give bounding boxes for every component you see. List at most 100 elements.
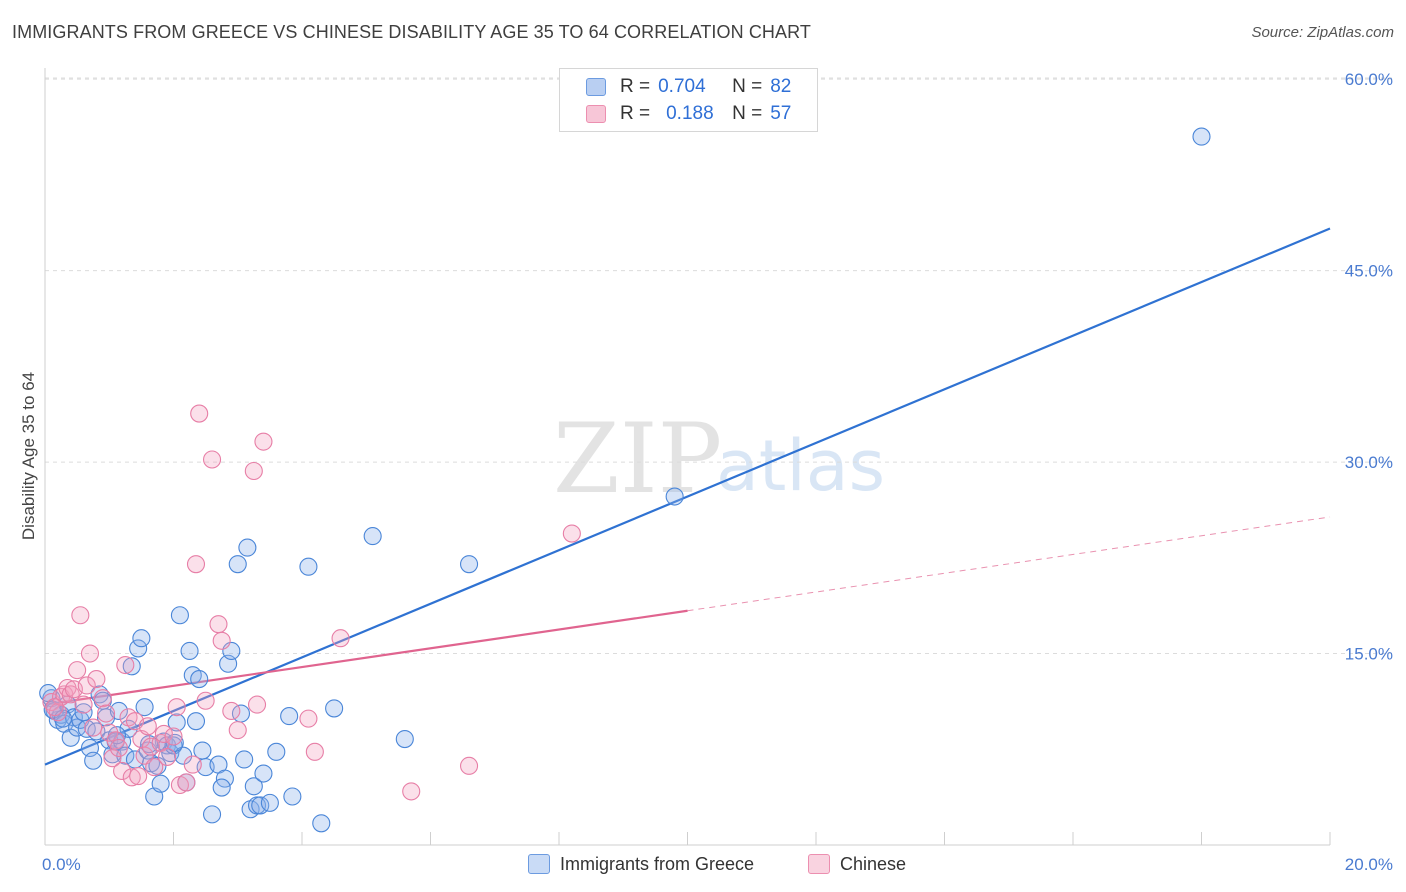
data-point: [141, 737, 161, 756]
data-point: [177, 773, 196, 792]
bottom-legend-label-chinese: Chinese: [840, 853, 907, 874]
legend-n-value: 57: [770, 103, 792, 124]
legend-n-label: N =: [732, 76, 763, 97]
data-point: [80, 644, 100, 663]
data-point: [228, 721, 247, 740]
data-point: [363, 527, 382, 546]
data-point: [299, 709, 318, 728]
legend-swatch-chinese: [586, 105, 606, 123]
data-point: [158, 747, 177, 766]
data-point: [459, 756, 479, 775]
data-point: [129, 639, 148, 658]
data-point: [212, 631, 231, 650]
correlation-legend: R = 0.704 N = 82 R = 0.188 N = 57: [559, 68, 818, 132]
data-point: [244, 777, 263, 796]
data-point: [93, 689, 112, 708]
data-point: [135, 698, 154, 717]
data-point: [170, 606, 189, 625]
data-point: [129, 767, 148, 786]
data-point: [87, 670, 106, 689]
data-point: [665, 487, 684, 506]
trend-line-chinese-extrapolated: [687, 516, 1331, 612]
tick-labels: 15.0% 30.0% 45.0% 60.0% 0.0% 20.0%: [42, 70, 1393, 874]
data-point: [247, 695, 267, 714]
data-point: [84, 718, 103, 737]
data-point: [100, 723, 119, 742]
data-point: [109, 738, 128, 758]
legend-swatch-greece: [586, 78, 606, 96]
data-point: [151, 774, 170, 793]
legend-row-chinese: R = 0.188 N = 57: [586, 101, 791, 127]
y-axis-title: Disability Age 35 to 64: [19, 372, 38, 540]
x-tick-label-min: 0.0%: [42, 855, 81, 874]
y-tick-label: 45.0%: [1345, 262, 1393, 281]
data-point: [209, 615, 228, 634]
data-point: [61, 685, 80, 704]
data-point: [312, 814, 331, 833]
data-point: [190, 670, 209, 689]
bottom-legend-swatch-greece: [528, 854, 550, 874]
data-point: [299, 557, 318, 576]
data-points: [39, 127, 1211, 833]
data-point: [74, 695, 93, 714]
data-point: [61, 728, 80, 747]
data-point: [402, 782, 421, 801]
data-point: [122, 657, 141, 676]
legend-n-label: N =: [732, 103, 763, 124]
axes: [44, 68, 1331, 846]
data-point: [235, 750, 254, 769]
gridlines: [45, 77, 1392, 655]
data-point: [267, 742, 286, 761]
watermark: ZIP atlas: [553, 403, 885, 515]
data-point: [280, 707, 299, 726]
data-point: [325, 699, 344, 718]
data-point: [254, 764, 273, 783]
series-points-chinese: [42, 404, 581, 801]
chart-title: IMMIGRANTS FROM GREECE VS CHINESE DISABI…: [12, 22, 812, 42]
trend-line-chinese: [44, 609, 688, 706]
data-point: [48, 703, 67, 722]
data-point: [167, 713, 186, 732]
data-point: [238, 538, 257, 557]
legend-row-greece: R = 0.704 N = 82: [586, 74, 791, 100]
legend-r-value: 0.188: [666, 103, 714, 124]
watermark-atlas: atlas: [716, 425, 885, 507]
data-point: [122, 768, 141, 787]
trend-lines: [44, 227, 1331, 766]
bottom-legend-label-greece: Immigrants from Greece: [560, 853, 755, 874]
data-point: [305, 742, 324, 761]
bottom-legend-chinese[interactable]: Chinese: [808, 852, 906, 876]
data-point: [186, 712, 206, 731]
trend-line-greece: [44, 227, 1331, 766]
legend-r-label: R =: [620, 103, 651, 124]
bottom-legend-swatch-chinese: [808, 854, 830, 874]
data-point: [103, 749, 122, 768]
watermark-zip: ZIP: [553, 403, 722, 515]
data-point: [331, 629, 350, 648]
data-point: [190, 404, 209, 423]
data-point: [145, 758, 164, 777]
data-point: [183, 755, 202, 774]
data-point: [395, 730, 414, 749]
data-point: [212, 778, 231, 797]
data-point: [186, 555, 206, 574]
data-point: [71, 606, 90, 625]
data-point: [138, 717, 157, 736]
x-tick-label-max: 20.0%: [1345, 855, 1393, 874]
data-point: [180, 641, 199, 661]
data-point: [222, 701, 241, 721]
data-point: [562, 524, 581, 543]
data-point: [459, 555, 479, 574]
legend-n-value: 82: [770, 76, 792, 97]
data-point: [203, 450, 222, 469]
data-point: [1192, 127, 1211, 146]
data-point: [228, 555, 247, 574]
y-tick-label: 30.0%: [1345, 453, 1393, 472]
data-point: [77, 676, 96, 695]
legend-r-value: 0.704: [658, 76, 706, 97]
y-tick-label: 15.0%: [1345, 645, 1393, 664]
data-point: [96, 704, 116, 723]
data-point: [283, 787, 302, 806]
bottom-legend-greece[interactable]: Immigrants from Greece: [528, 852, 754, 876]
data-point: [167, 698, 186, 717]
